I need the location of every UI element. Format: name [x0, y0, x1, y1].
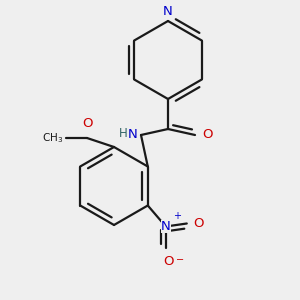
Text: +: + [173, 211, 181, 221]
Text: CH$_3$: CH$_3$ [42, 131, 63, 145]
Text: O: O [202, 128, 213, 142]
Text: −: − [176, 255, 184, 265]
Text: N: N [161, 220, 171, 233]
Text: N: N [163, 5, 173, 18]
Text: O: O [193, 217, 203, 230]
Text: N: N [128, 128, 137, 142]
Text: O: O [82, 118, 92, 130]
Text: O: O [164, 255, 174, 268]
Text: H: H [119, 127, 128, 140]
